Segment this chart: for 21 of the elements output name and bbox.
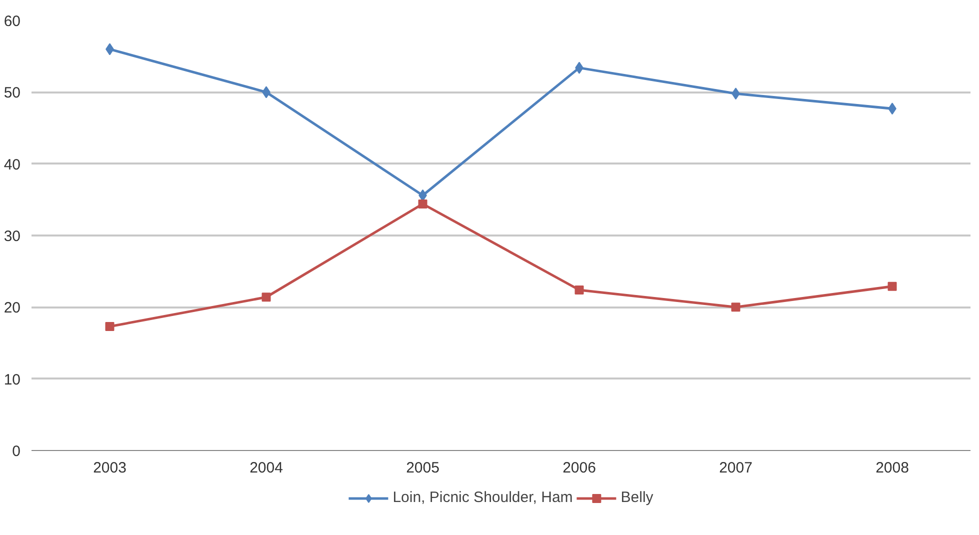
point xyxy=(418,199,428,208)
y-tick-label: 20 xyxy=(4,300,21,317)
y-tick-label: 0 xyxy=(12,443,20,460)
point xyxy=(574,285,584,294)
legend-label: Loin, Picnic Shoulder, Ham xyxy=(392,489,573,506)
x-tick-label: 2008 xyxy=(876,460,909,476)
x-tick-label: 2004 xyxy=(250,460,283,476)
x-tick-label: 2005 xyxy=(406,460,440,476)
y-tick-label: 10 xyxy=(4,371,21,388)
legend-label: Belly xyxy=(620,489,654,506)
y-tick-label: 60 xyxy=(4,13,21,30)
point xyxy=(262,292,271,302)
point xyxy=(731,302,740,312)
x-tick-label: 2003 xyxy=(93,460,126,476)
point xyxy=(105,322,114,332)
x-tick-label: 2007 xyxy=(719,460,752,476)
x-tick-label: 2006 xyxy=(562,460,596,476)
y-tick-label: 40 xyxy=(4,156,21,174)
point xyxy=(888,282,897,291)
y-tick-label: 50 xyxy=(4,84,21,102)
y-tick-label: 30 xyxy=(4,228,21,245)
